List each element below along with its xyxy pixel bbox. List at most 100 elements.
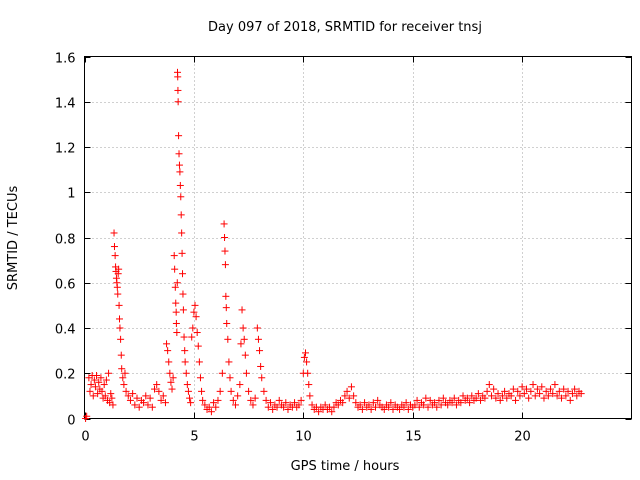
data-point [560,385,568,393]
y-tick-label: 0.6 [55,278,76,293]
data-point [411,401,419,409]
data-point [179,270,187,278]
data-point [282,399,290,407]
data-point [95,378,103,386]
data-point [94,390,102,398]
data-point [98,387,106,395]
data-point [402,399,410,407]
data-point [507,392,515,400]
data-point [180,333,188,341]
data-point [93,372,101,380]
data-point [385,403,393,411]
data-point [241,351,249,359]
data-point [551,381,559,389]
data-point [564,387,572,395]
data-point [216,387,224,395]
data-point [518,383,526,391]
data-point [170,252,178,260]
data-point [210,399,218,407]
data-point [571,385,579,393]
y-tick-label: 1 [67,187,75,202]
data-point [240,335,248,343]
data-point [547,385,555,393]
data-point [234,392,242,400]
data-point [485,381,493,389]
data-point [341,392,349,400]
data-point [107,390,115,398]
y-axis-label: SRMTID / TECUs [6,186,21,291]
data-point [498,392,506,400]
data-point [116,315,124,323]
y-tick-label: 0 [67,414,75,429]
data-point [225,358,233,366]
data-point [422,394,430,402]
data-point [387,399,395,407]
data-point [100,381,108,389]
data-point [553,392,561,400]
data-point [304,369,312,377]
data-point [396,405,404,413]
data-point [367,405,375,413]
data-point [119,374,127,382]
data-point [164,347,172,355]
data-point [262,396,270,404]
data-point [227,387,235,395]
data-point [190,308,198,316]
data-point [118,365,126,373]
data-point [108,394,116,402]
data-point [253,324,261,332]
y-tick-label: 0.8 [55,233,76,248]
data-point [254,335,262,343]
data-point [172,308,180,316]
data-point [121,369,129,377]
data-point [343,387,351,395]
data-point [536,390,544,398]
data-point [159,392,167,400]
data-point [257,362,265,370]
x-tick-label: 20 [514,430,531,445]
data-point [155,387,163,395]
data-point [264,403,272,411]
data-point [165,358,173,366]
data-point [218,369,226,377]
data-point [301,349,309,357]
data-point [242,369,250,377]
data-point [222,292,230,300]
data-point [157,396,165,404]
data-point [124,392,132,400]
data-point [533,385,541,393]
data-point [490,385,498,393]
data-point [142,392,150,400]
data-point [400,403,408,411]
data-point [115,265,123,273]
data-point [291,399,299,407]
data-point [179,306,187,314]
data-point [102,376,110,384]
data-point [237,340,245,348]
data-point [295,401,303,409]
data-point [179,290,187,298]
data-point [201,401,209,409]
data-point [212,403,220,411]
data-point [555,387,563,395]
data-point [448,399,456,407]
data-point [328,408,336,416]
data-point [315,408,323,416]
data-point [110,229,118,237]
data-point [182,369,190,377]
data-point [173,329,181,337]
data-point [97,374,105,382]
data-point [372,403,380,411]
data-point [258,374,266,382]
data-point [487,392,495,400]
data-point [468,392,476,400]
data-point [426,396,434,404]
data-point [174,73,182,81]
data-point [114,290,122,298]
data-point [148,403,156,411]
data-point [207,408,215,416]
data-point [459,392,467,400]
data-point [171,283,179,291]
data-point [226,374,234,382]
